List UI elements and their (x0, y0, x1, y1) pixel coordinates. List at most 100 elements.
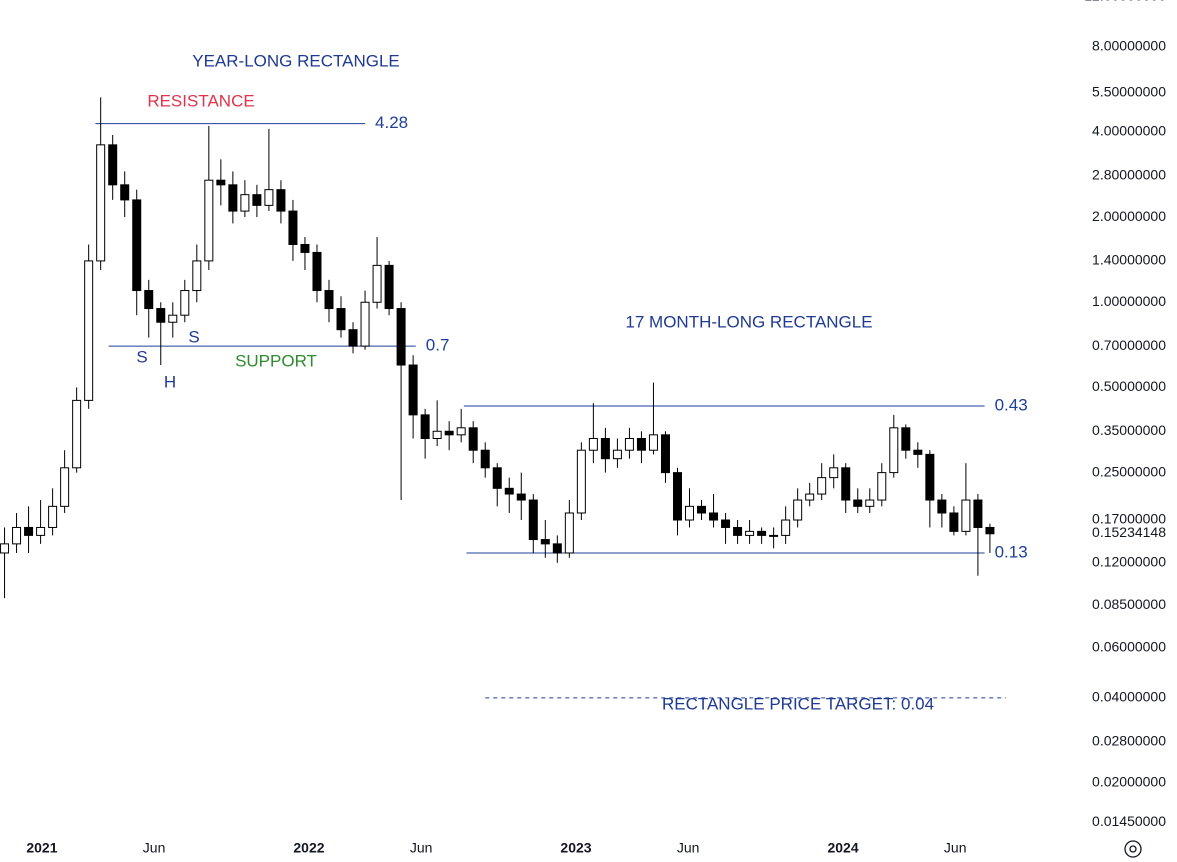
candle-body (288, 210, 298, 245)
candle-body (192, 260, 202, 292)
level-label: 0.43 (995, 395, 1028, 414)
candle-body (12, 526, 22, 545)
candle-body (961, 499, 971, 532)
candle-body (540, 539, 550, 545)
candle-body (793, 499, 803, 521)
candle-body (84, 260, 94, 401)
candle-body (156, 308, 166, 323)
candle-body (925, 453, 935, 501)
y-tick-label: 0.25000000 (1092, 463, 1166, 479)
candles (0, 97, 995, 599)
candle-body (805, 493, 815, 501)
candle-body (600, 438, 610, 460)
annotation: RECTANGLE PRICE TARGET: 0.04 (662, 694, 934, 713)
candle-body (877, 472, 887, 501)
x-tick-label: 2023 (560, 840, 591, 856)
candle-body (444, 430, 454, 436)
candle-body (96, 144, 106, 262)
x-tick-label: 2022 (293, 840, 324, 856)
level-label: 4.28 (375, 113, 408, 132)
candle-body (973, 499, 983, 528)
candle-body (697, 505, 707, 514)
candle-body (480, 449, 490, 469)
candle-body (0, 543, 10, 554)
candle-body (228, 184, 238, 212)
y-tick-label: 0.12000000 (1092, 554, 1166, 570)
y-tick-label: 0.70000000 (1092, 337, 1166, 353)
candle-body (216, 179, 226, 186)
candle-body (132, 199, 142, 292)
y-tick-label: 0.17000000 (1092, 511, 1166, 527)
candle-body (685, 505, 695, 521)
candle-body (24, 526, 34, 536)
level-label: 0.7 (426, 336, 450, 355)
candle-body (853, 499, 863, 507)
candle-body (168, 314, 178, 323)
candle-body (889, 427, 899, 474)
settings-icon[interactable] (1124, 840, 1142, 858)
candle-body (396, 308, 406, 366)
y-tick-label: 1.00000000 (1092, 293, 1166, 309)
y-tick-label: 8.00000000 (1092, 37, 1166, 53)
candle-body (660, 434, 670, 474)
candle-body (528, 499, 538, 541)
y-tick-label: 0.35000000 (1092, 422, 1166, 438)
candle-body (276, 189, 286, 212)
candle-body (636, 438, 646, 451)
y-tick-label: 0.02800000 (1092, 732, 1166, 748)
candle-body (264, 189, 274, 206)
y-tick-label: 1.40000000 (1092, 252, 1166, 268)
candle-body (624, 438, 634, 451)
candle-body (468, 427, 478, 451)
settings-icon-core[interactable] (1129, 845, 1137, 853)
y-tick-label: 0.08500000 (1092, 596, 1166, 612)
candle-body (913, 449, 923, 455)
candle-body (372, 264, 382, 303)
y-tick-label: 0.04000000 (1092, 689, 1166, 705)
candle-body (36, 526, 46, 536)
candle-body (901, 427, 911, 451)
candle-body (252, 194, 262, 206)
candle-body (456, 427, 466, 436)
candle-body (312, 251, 322, 292)
candle-body (672, 472, 682, 521)
settings-button[interactable] (1124, 840, 1142, 858)
candle-body (204, 179, 214, 262)
candle-body (108, 144, 118, 186)
candle-body (60, 467, 70, 507)
x-tick-label: Jun (143, 840, 166, 856)
level-label: 0.13 (995, 542, 1028, 561)
candle-body (516, 493, 526, 501)
candle-body (72, 399, 82, 469)
candle-body (240, 194, 250, 212)
candle-body (865, 499, 875, 507)
candle-body (384, 264, 394, 310)
candle-body (949, 512, 959, 532)
y-tick-label: 0.50000000 (1092, 378, 1166, 394)
candle-body (504, 487, 514, 495)
candle-body (420, 414, 430, 440)
candle-body (360, 301, 370, 347)
annotations: YEAR-LONG RECTANGLE RESISTANCE SUPPORT S… (136, 51, 934, 713)
last-price-box (1088, 524, 1172, 543)
candle-body (324, 290, 334, 310)
candle-body (733, 526, 743, 536)
candle-body (937, 499, 947, 514)
candle-body (817, 477, 827, 495)
candle-body (300, 243, 310, 253)
candle-body (769, 534, 779, 537)
candle-body (120, 184, 130, 201)
candle-body (48, 505, 58, 528)
candle-body (612, 449, 622, 460)
candle-body (576, 449, 586, 514)
candle-body (781, 519, 791, 536)
annotation: S (188, 327, 199, 346)
candle-body (648, 434, 658, 451)
candle-body (588, 438, 598, 451)
x-tick-label: 2021 (26, 840, 57, 856)
y-tick-label: 5.50000000 (1092, 83, 1166, 99)
candle-body (432, 430, 442, 440)
x-tick-label: Jun (944, 840, 967, 856)
candle-body (336, 308, 346, 331)
